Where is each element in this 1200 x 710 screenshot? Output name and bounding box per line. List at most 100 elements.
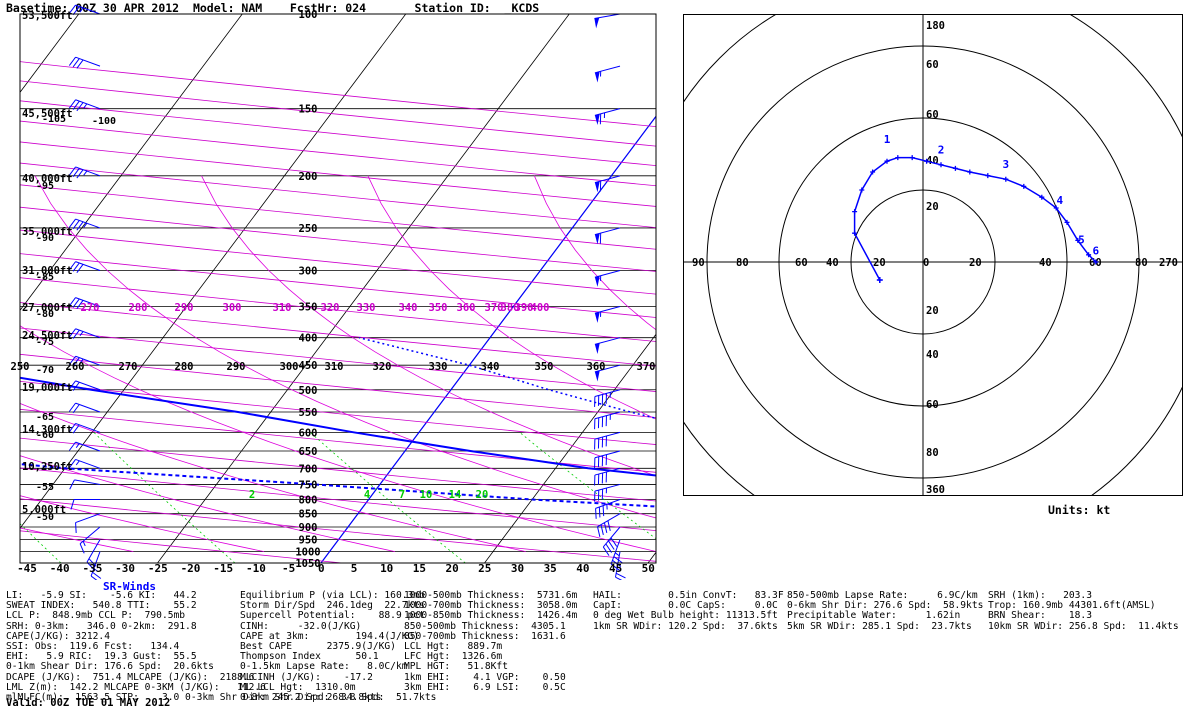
dry-adiabat-line	[20, 100, 656, 167]
pressure-label: 1050	[295, 558, 320, 570]
hodograph-point	[909, 155, 915, 161]
index-line: Trop: 160.9mb 44301.6ft(AMSL)	[988, 600, 1156, 612]
sr-wind-barb	[68, 422, 101, 434]
station-label: Station ID: _KCDS	[414, 1, 540, 15]
x-tick-label: -25	[148, 562, 168, 575]
index-line: Storm Dir/Spd 246.1deg 22.7kts	[240, 600, 425, 612]
index-line: LML Z(m): 142.2 MLCAPE 0-3KM (J/KG): 112…	[6, 681, 266, 693]
x-tick-label: 5	[351, 562, 358, 575]
index-line	[787, 693, 983, 703]
x-tick-label: 35	[544, 562, 557, 575]
wind-barb-staff	[75, 380, 101, 391]
pressure-label: 450	[299, 360, 318, 372]
moist-adiabat-line	[20, 455, 395, 552]
sr-wind-barb	[70, 499, 100, 510]
wind-barb-full	[76, 300, 84, 310]
isotherm-label: -100	[92, 116, 116, 127]
wind-barb-full	[603, 522, 608, 533]
index-line	[593, 693, 784, 703]
theta-e-label: 380	[501, 302, 520, 314]
mixing-ratio-label: 20	[476, 489, 489, 501]
wind-barb-staff	[75, 4, 101, 15]
pressure-label: 650	[299, 446, 318, 458]
hodograph-ring-label: 20	[926, 305, 939, 317]
hodograph-axis-label: 270	[1159, 257, 1178, 269]
wind-barb	[594, 108, 621, 126]
x-tick-label: -35	[82, 562, 102, 575]
hodograph-point	[1086, 252, 1092, 258]
wind-barb-half	[83, 170, 88, 176]
wind-barb-full	[72, 298, 80, 308]
sr-winds-title: SR-Winds	[103, 580, 156, 593]
wind-barb-full	[69, 479, 75, 490]
index-line: BRN Shear: 18.3	[988, 610, 1092, 622]
index-line: 1000-700mb Thickness: 3058.0m	[404, 600, 578, 612]
wind-barb-full	[72, 100, 80, 110]
indices-column: 850-500mb Lapse Rate: 6.9C/km 0-6km Shr D…	[787, 590, 983, 703]
hodograph-ring-label: 80	[926, 447, 939, 459]
index-line: CAPE(J/KG): 3212.4	[6, 630, 110, 642]
hodograph-axis-label: 60	[795, 257, 808, 269]
wind-barb-staff	[75, 422, 101, 433]
sr-wind-barb	[68, 458, 101, 469]
x-tick-label: 10	[380, 562, 393, 575]
mixing-ratio-line	[93, 432, 236, 563]
index-line	[787, 652, 983, 662]
index-line: EHI: 5.9 RIC: 19.3 Gust: 55.5	[6, 651, 197, 663]
index-line	[593, 652, 784, 662]
wind-barb-full	[68, 99, 76, 109]
pressure-label: 600	[299, 427, 318, 439]
index-line: Supercell Potential: 88.9 pct	[240, 610, 425, 622]
index-line: 0 deg Wet Bulb height: 11313.5ft	[593, 610, 778, 622]
wind-barb-full	[79, 543, 85, 554]
pressure-label: 150	[299, 104, 318, 116]
isotherm-line	[20, 14, 80, 93]
index-line: SRH (1km): 203.3	[988, 590, 1092, 601]
wind-barb-staff	[75, 166, 101, 177]
x-tick-label: 15	[413, 562, 426, 575]
isotherm-label: -70	[36, 365, 54, 376]
wind-barb-staff	[75, 328, 101, 339]
wind-barb-staff	[594, 389, 621, 397]
wind-barb-staff	[594, 337, 621, 345]
isotherm-label: -80	[36, 309, 54, 320]
height-label: 35,000ft	[22, 226, 73, 238]
wind-barb-half	[83, 222, 88, 228]
wind-barb-staff	[75, 402, 101, 413]
wind-barb-flag	[594, 343, 600, 355]
mixing-ratio-label: 10	[420, 489, 433, 501]
hodograph-axis-label: 20	[969, 257, 982, 269]
dry-adiabat-line	[20, 141, 656, 207]
hodograph-units: Units: kt	[1048, 503, 1111, 517]
moist-adiabat-line	[201, 175, 656, 477]
wind-barb-staff	[594, 364, 621, 373]
wind-barb-flag	[594, 370, 600, 382]
dry-adiabat-line	[20, 437, 656, 502]
index-line	[593, 642, 784, 652]
index-line: 850-700mb Thickness: 1631.6	[404, 630, 566, 642]
sr-wind-barb	[90, 551, 102, 580]
indices-column: SRH (1km): 203.3 Trop: 160.9mb 44301.6ft(…	[988, 590, 1179, 703]
pressure-label: 750	[299, 479, 318, 491]
wind-barb	[602, 526, 621, 556]
dry-adiabat-line	[20, 380, 656, 445]
wind-barb-full	[605, 543, 613, 553]
height-label: 31,000ft	[22, 265, 73, 277]
wind-barb-flag	[594, 275, 600, 287]
sr-wind-barb	[68, 99, 101, 112]
isotherm-label: -90	[36, 233, 54, 244]
wind-barb-staff	[75, 99, 101, 110]
hodograph-point	[895, 155, 901, 161]
hodograph-point	[870, 169, 876, 175]
index-line	[988, 693, 1179, 703]
index-line: 850-500mb Lapse Rate: 6.9C/km	[787, 590, 978, 601]
wind-barb-staff	[75, 441, 101, 452]
wind-barb-staff	[594, 65, 621, 74]
mixing-ratio-label: 2	[249, 489, 255, 501]
basetime-label: Basetime: 00Z 30 APR 2012	[6, 1, 180, 15]
wind-barb	[610, 539, 623, 571]
wind-barb-flag	[594, 71, 600, 83]
wind-barb-full	[76, 102, 84, 112]
dry-adiabat-line	[0, 14, 11, 563]
hodograph-height-label: 5	[1078, 234, 1085, 247]
